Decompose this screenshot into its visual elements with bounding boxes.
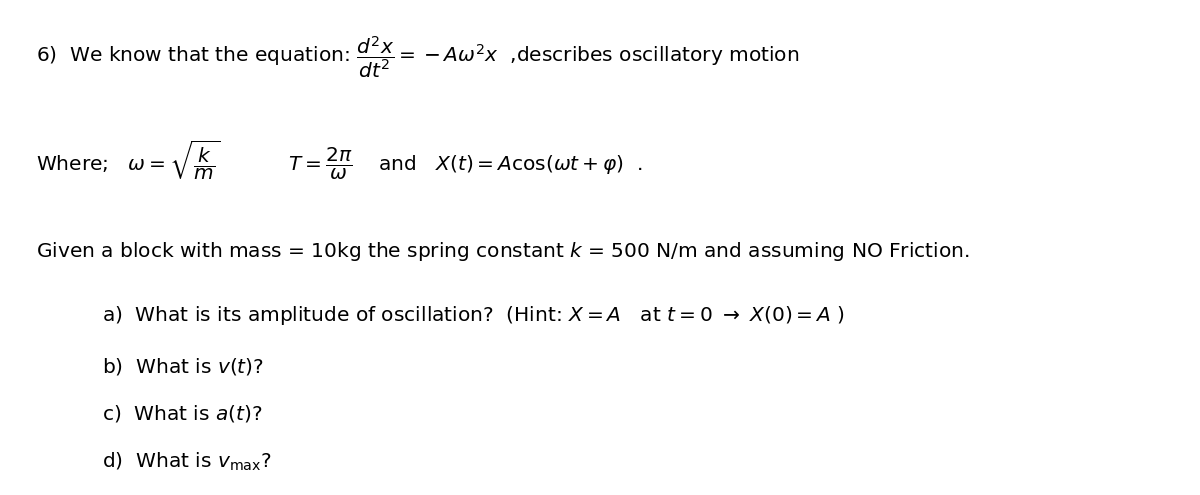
Text: d)  What is $v_{\mathrm{max}}$?: d) What is $v_{\mathrm{max}}$? — [102, 450, 271, 473]
Text: 6)  We know that the equation: $\dfrac{d^2x}{dt^2} = -A\omega^2 x$  ,describes o: 6) We know that the equation: $\dfrac{d^… — [36, 35, 799, 80]
Text: Given a block with mass = 10kg the spring constant $k$ = 500 N/m and assuming NO: Given a block with mass = 10kg the sprin… — [36, 240, 970, 263]
Text: b)  What is $v(t)$?: b) What is $v(t)$? — [102, 356, 264, 377]
Text: a)  What is its amplitude of oscillation?  (Hint: $X = A$   at $t = 0\ \rightarr: a) What is its amplitude of oscillation?… — [102, 304, 845, 327]
Text: c)  What is $a(t)$?: c) What is $a(t)$? — [102, 403, 263, 424]
Text: Where;   $\omega = \sqrt{\dfrac{k}{m}}$           $T = \dfrac{2\pi}{\omega}$    : Where; $\omega = \sqrt{\dfrac{k}{m}}$ $T… — [36, 139, 643, 183]
